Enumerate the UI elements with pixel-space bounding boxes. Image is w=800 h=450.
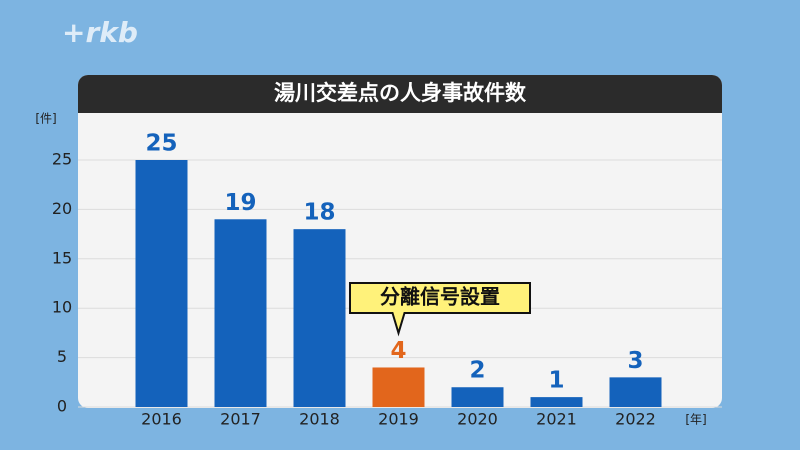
x-tick-label: 2016	[141, 410, 182, 429]
x-tick-label: 2021	[536, 410, 577, 429]
logo: +rkb	[62, 16, 138, 49]
y-tick-label: 20	[52, 199, 72, 218]
value-label: 3	[627, 348, 643, 374]
bar	[135, 160, 188, 407]
value-label: 2	[469, 358, 485, 384]
x-tick-label: 2018	[299, 410, 340, 429]
chart-title: 湯川交差点の人身事故件数	[274, 81, 527, 105]
value-label: 19	[224, 190, 256, 216]
bar	[293, 229, 346, 407]
annotation: 分離信号設置	[380, 285, 500, 309]
bar	[530, 397, 583, 407]
value-label: 25	[145, 131, 177, 157]
y-tick-label: 0	[57, 397, 67, 416]
annotation-box	[349, 282, 531, 337]
y-tick-label: 5	[57, 347, 67, 366]
x-tick-label: 2019	[378, 410, 419, 429]
y-axis-label: [件]	[35, 112, 56, 126]
bar	[214, 219, 267, 407]
value-label: 1	[548, 368, 564, 394]
y-tick-label: 10	[52, 298, 72, 317]
title-bar	[78, 75, 722, 113]
bar	[451, 387, 504, 407]
x-tick-label: 2022	[615, 410, 656, 429]
bar	[609, 377, 662, 407]
value-label: 18	[303, 200, 335, 226]
y-tick-label: 15	[52, 248, 72, 267]
value-label: 4	[390, 338, 406, 364]
bar	[372, 367, 425, 407]
x-tick-label: 2017	[220, 410, 261, 429]
y-tick-label: 25	[52, 150, 72, 169]
x-axis-label: [年]	[685, 413, 706, 427]
x-tick-label: 2020	[457, 410, 498, 429]
